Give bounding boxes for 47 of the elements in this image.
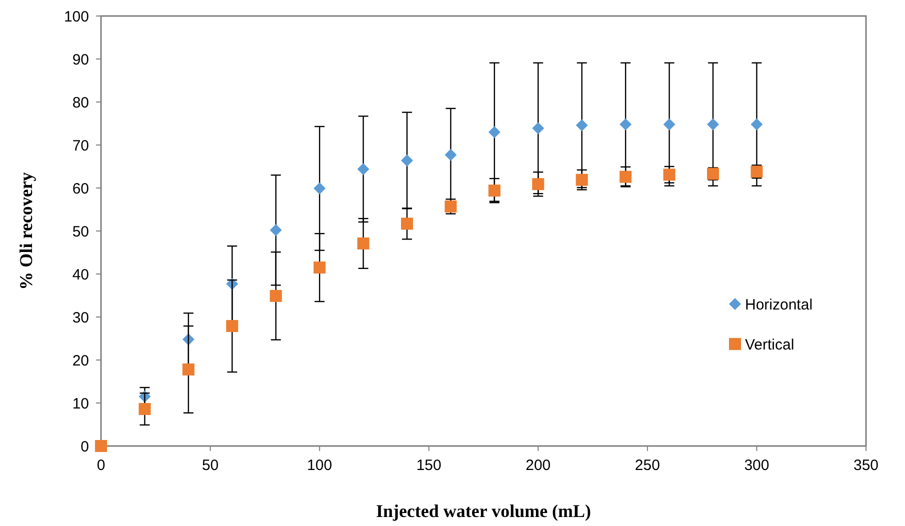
x-tick-label: 250 [634, 457, 660, 474]
y-tick-label: 40 [72, 266, 89, 284]
x-axis-title: Injected water volume (mL) [376, 501, 592, 521]
y-tick-label: 10 [72, 395, 89, 412]
x-tick-label: 300 [744, 457, 770, 474]
point [532, 178, 544, 190]
x-tick-label: 350 [853, 457, 879, 474]
point [314, 262, 326, 274]
point [620, 170, 632, 183]
point [707, 118, 719, 130]
legend-label: Horizontal [745, 296, 813, 314]
y-tick-label: 50 [72, 223, 89, 240]
y-tick-label: 90 [72, 51, 89, 68]
point [488, 184, 500, 197]
y-tick-label: 100 [64, 8, 89, 26]
x-tick-label: 100 [307, 457, 332, 474]
point [357, 237, 370, 250]
point [182, 363, 194, 376]
point [357, 163, 370, 176]
point [444, 148, 457, 161]
point [663, 118, 676, 130]
point [138, 403, 151, 416]
y-tick-label: 80 [72, 94, 89, 112]
point [488, 126, 500, 138]
y-tick-label: 0 [80, 438, 89, 456]
point [576, 119, 588, 132]
legend-label: Vertical [745, 336, 794, 354]
point [532, 122, 544, 134]
point [620, 118, 632, 130]
x-tick-label: 150 [416, 457, 442, 474]
y-tick-label: 30 [72, 309, 89, 326]
point [401, 154, 413, 166]
y-tick-label: 20 [72, 352, 89, 370]
point [401, 218, 413, 230]
point [270, 290, 282, 302]
x-tick-label: 200 [526, 457, 551, 474]
y-axis-title: % Oli recovery [16, 172, 36, 290]
y-tick-label: 70 [72, 137, 89, 154]
point [270, 224, 282, 236]
point [750, 118, 763, 130]
point [314, 182, 326, 194]
point [576, 174, 588, 186]
point [95, 440, 107, 452]
point [226, 320, 238, 332]
x-tick-label: 50 [202, 457, 219, 474]
y-tick-label: 60 [72, 180, 89, 198]
x-tick-label: 0 [96, 457, 106, 474]
